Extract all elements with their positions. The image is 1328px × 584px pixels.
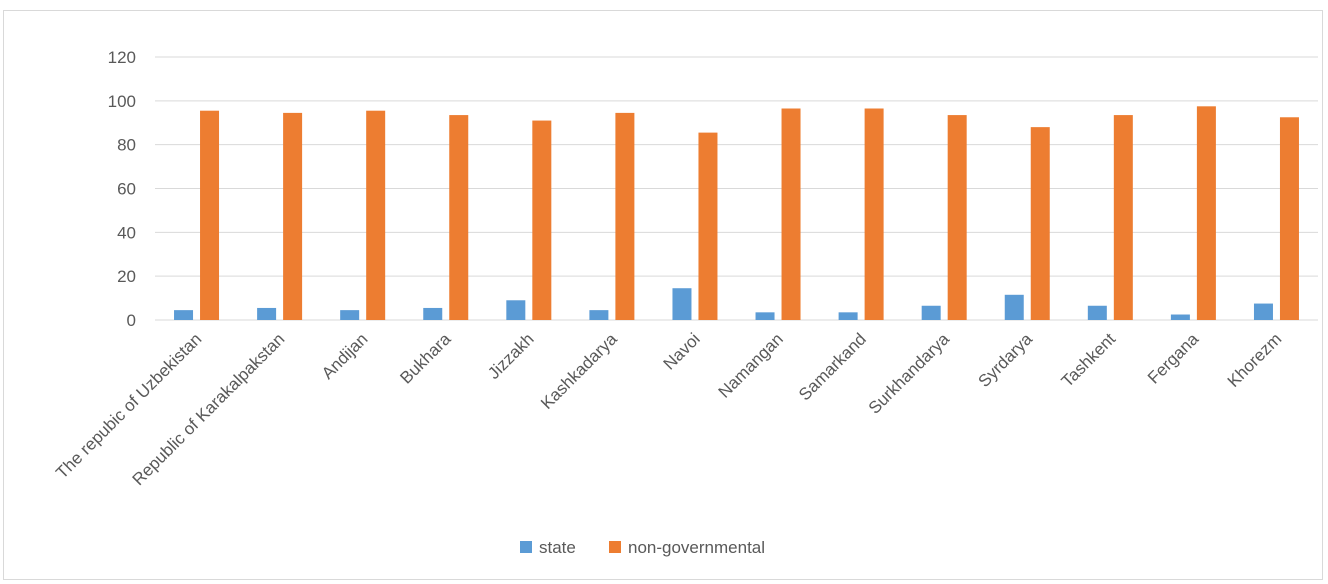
y-tick-label: 0 <box>127 311 136 330</box>
legend-label: state <box>539 538 576 557</box>
y-tick-label: 40 <box>117 223 136 242</box>
bar-state <box>755 312 775 320</box>
bar-non-governmental <box>864 108 884 320</box>
x-tick-label: Surkhandarya <box>865 329 954 418</box>
x-tick-label: Namangan <box>715 329 787 401</box>
chart-frame <box>3 10 1323 580</box>
bar-non-governmental <box>1196 106 1216 320</box>
bar-state <box>672 288 692 320</box>
bar-state <box>1004 294 1024 320</box>
bar-non-governmental <box>200 110 220 320</box>
x-tick-label: Jizzakh <box>484 329 538 383</box>
y-tick-label: 60 <box>117 180 136 199</box>
bar-non-governmental <box>1279 117 1299 320</box>
legend-label: non-governmental <box>628 538 765 557</box>
bar-state <box>589 310 609 320</box>
x-tick-label: Syrdarya <box>975 329 1037 391</box>
bar-state <box>1170 314 1190 320</box>
legend-swatch <box>520 541 532 553</box>
bar-non-governmental <box>366 110 386 320</box>
x-tick-label: Andijan <box>318 329 372 383</box>
x-tick-label: Republic of Karakalpakstan <box>129 329 289 489</box>
y-tick-label: 100 <box>108 92 136 111</box>
bar-non-governmental <box>781 108 801 320</box>
x-tick-label: Tashkent <box>1058 329 1120 391</box>
bar-non-governmental <box>283 112 303 320</box>
y-tick-label: 20 <box>117 267 136 286</box>
bar-state <box>174 310 194 320</box>
bar-non-governmental <box>615 112 635 320</box>
bar-non-governmental <box>1113 115 1133 321</box>
bar-state <box>257 307 277 320</box>
bar-non-governmental <box>947 115 967 321</box>
legend: state non-governmental <box>520 538 765 557</box>
legend-swatch <box>609 541 621 553</box>
bar-state <box>838 312 858 320</box>
x-tick-label: Navoi <box>660 329 704 373</box>
x-tick-label: Fergana <box>1144 329 1203 388</box>
y-axis-ticks: 0 20 40 60 80 100 120 <box>108 48 136 330</box>
x-tick-label: Khorezm <box>1224 329 1286 391</box>
bar-non-governmental <box>698 132 718 320</box>
bar-non-governmental <box>532 120 552 320</box>
bar-state <box>506 300 526 320</box>
bar-non-governmental <box>1030 127 1050 320</box>
bar-state <box>423 307 443 320</box>
gridlines <box>155 56 1318 321</box>
bar-non-governmental <box>449 115 469 321</box>
bar-state <box>1253 303 1273 320</box>
x-tick-label: Bukhara <box>396 329 455 388</box>
x-tick-label: The repubic of Uzbekistan <box>52 329 205 482</box>
x-tick-label: Samarkand <box>795 329 870 404</box>
bar-state <box>921 305 941 320</box>
bar-state <box>1087 305 1107 320</box>
y-tick-label: 120 <box>108 48 136 67</box>
y-tick-label: 80 <box>117 136 136 155</box>
x-tick-label: Kashkadarya <box>537 329 621 413</box>
bar-state <box>340 310 360 320</box>
bars <box>174 106 1299 321</box>
